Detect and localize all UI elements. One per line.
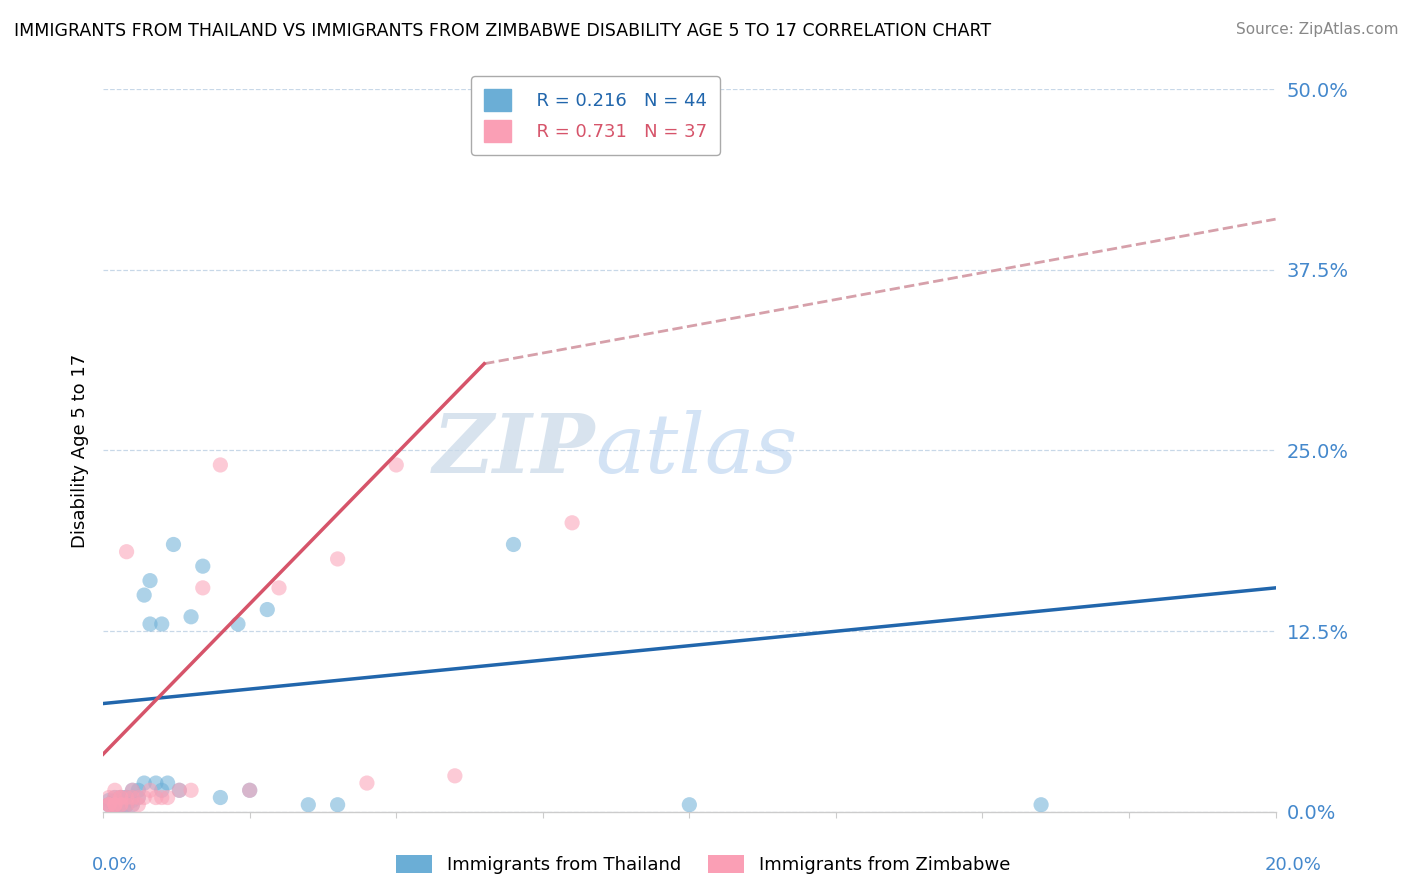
Point (150, 790, 173, 805)
Point (134, 776, 156, 790)
Point (110, 797, 132, 812)
Point (104, 797, 127, 812)
Point (115, 545, 138, 559)
Point (104, 797, 127, 812)
Point (110, 797, 132, 812)
Point (98, 797, 121, 812)
Point (256, 602, 278, 616)
Point (150, 783, 173, 797)
Legend:   R = 0.216   N = 44,   R = 0.731   N = 37: R = 0.216 N = 44, R = 0.731 N = 37 (471, 77, 720, 154)
Point (104, 790, 127, 805)
Point (162, 537, 184, 551)
Point (104, 793, 127, 807)
Point (226, 617, 249, 632)
Point (121, 797, 143, 812)
Point (139, 617, 162, 632)
Point (267, 581, 290, 595)
Point (104, 797, 127, 812)
Point (104, 797, 127, 812)
Point (134, 588, 156, 602)
Point (239, 783, 262, 797)
Point (297, 797, 319, 812)
Point (98, 797, 121, 812)
Text: 0.0%: 0.0% (91, 856, 136, 874)
Point (115, 797, 138, 812)
Point (326, 797, 349, 812)
Point (115, 790, 138, 805)
Point (502, 537, 524, 551)
Point (110, 790, 132, 805)
Point (127, 790, 149, 805)
Point (145, 776, 167, 790)
Point (326, 552, 349, 566)
Point (127, 797, 149, 812)
Point (98, 790, 121, 805)
Point (98, 797, 121, 812)
Point (121, 790, 143, 805)
Point (356, 776, 378, 790)
Point (678, 797, 700, 812)
Point (239, 783, 262, 797)
Point (110, 797, 132, 812)
Point (115, 797, 138, 812)
Text: Source: ZipAtlas.com: Source: ZipAtlas.com (1236, 22, 1399, 37)
Point (110, 790, 132, 805)
Point (110, 797, 132, 812)
Text: ZIP: ZIP (433, 410, 596, 491)
Point (191, 581, 214, 595)
Point (104, 790, 127, 805)
Point (98, 793, 121, 807)
Point (1029, 797, 1052, 812)
Point (150, 617, 173, 632)
Point (209, 458, 232, 472)
Point (169, 783, 191, 797)
Text: atlas: atlas (596, 410, 799, 491)
Point (156, 790, 179, 805)
Point (121, 783, 143, 797)
Point (139, 574, 162, 588)
Point (110, 797, 132, 812)
Point (115, 790, 138, 805)
Point (191, 559, 214, 574)
Point (98, 797, 121, 812)
Y-axis label: Disability Age 5 to 17: Disability Age 5 to 17 (72, 353, 89, 548)
Point (127, 790, 149, 805)
Point (169, 783, 191, 797)
Point (134, 790, 156, 805)
Point (139, 783, 162, 797)
Point (121, 783, 143, 797)
Point (385, 458, 408, 472)
Point (444, 769, 467, 783)
Point (121, 797, 143, 812)
Point (180, 783, 202, 797)
Point (110, 790, 132, 805)
Point (104, 797, 127, 812)
Point (127, 783, 149, 797)
Point (145, 790, 167, 805)
Point (156, 776, 179, 790)
Point (121, 790, 143, 805)
Point (104, 783, 127, 797)
Point (121, 793, 143, 807)
Point (104, 797, 127, 812)
Point (110, 790, 132, 805)
Point (561, 516, 583, 530)
Text: 20.0%: 20.0% (1265, 856, 1322, 874)
Point (98, 797, 121, 812)
Point (115, 790, 138, 805)
Point (180, 609, 202, 624)
Point (209, 790, 232, 805)
Point (115, 797, 138, 812)
Text: IMMIGRANTS FROM THAILAND VS IMMIGRANTS FROM ZIMBABWE DISABILITY AGE 5 TO 17 CORR: IMMIGRANTS FROM THAILAND VS IMMIGRANTS F… (14, 22, 991, 40)
